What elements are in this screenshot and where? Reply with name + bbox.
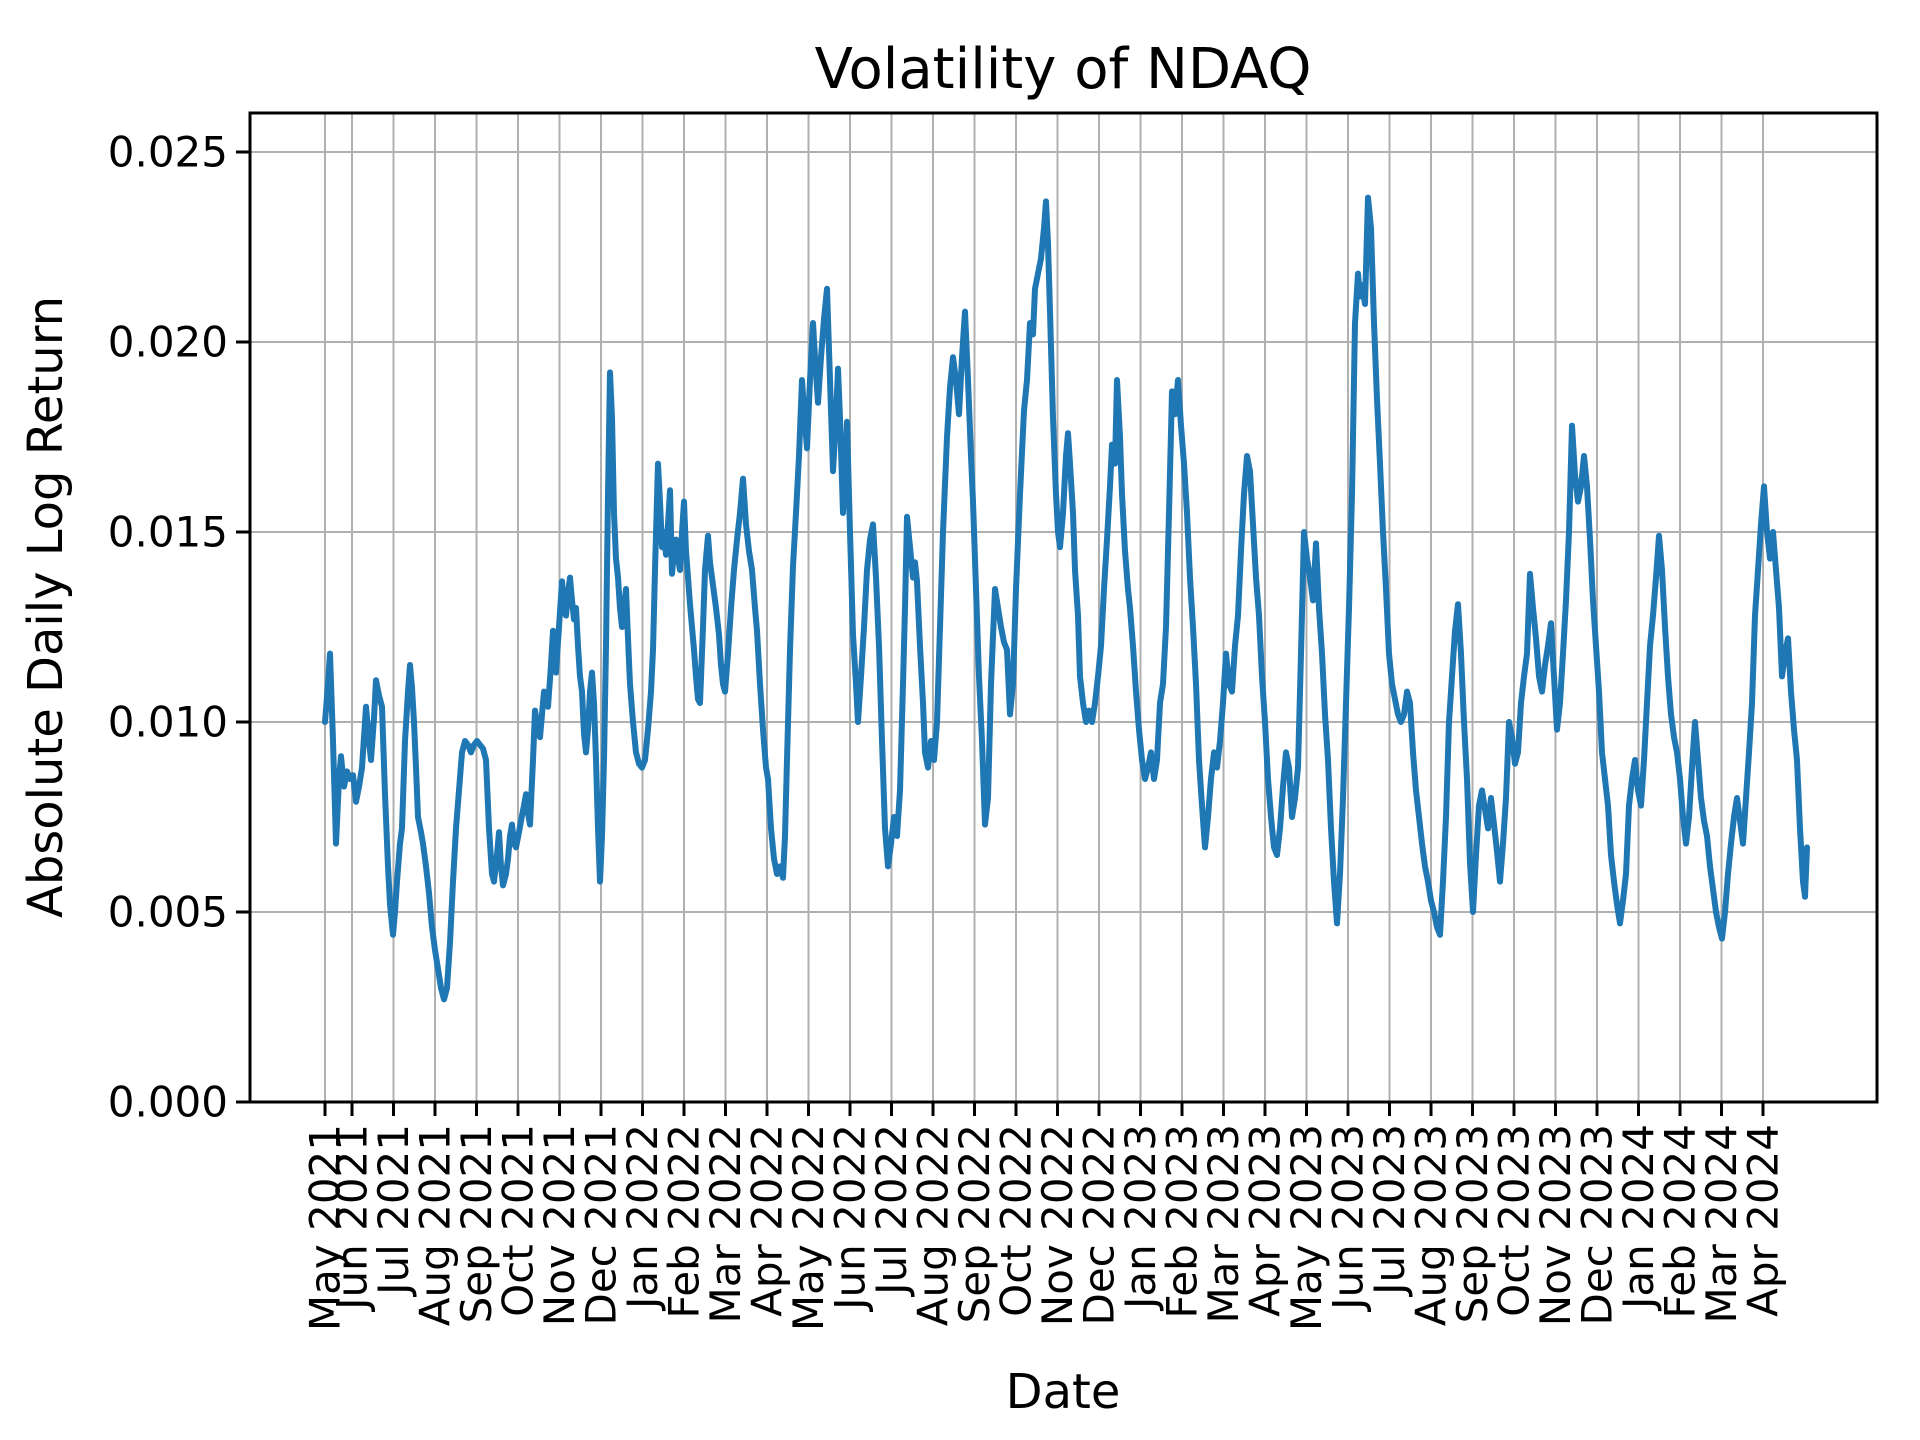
x-tick-label: Jun 2023 <box>1324 1124 1373 1313</box>
y-tick-label: 0.025 <box>108 128 228 177</box>
x-tick-label: Aug 2023 <box>1407 1124 1456 1326</box>
x-tick-label: Oct 2021 <box>494 1124 543 1317</box>
x-tick-label: Oct 2023 <box>1490 1124 1539 1317</box>
x-axis-label: Date <box>1006 1364 1121 1420</box>
y-tick-label: 0.020 <box>108 318 228 367</box>
tick-marks <box>236 150 1765 1116</box>
x-tick-label: Sep 2022 <box>950 1124 999 1323</box>
x-tick-label: Dec 2023 <box>1573 1124 1622 1326</box>
x-tick-label: Jan 2024 <box>1614 1124 1663 1312</box>
x-tick-label: Feb 2024 <box>1656 1124 1705 1319</box>
x-tick-label: Nov 2021 <box>535 1124 584 1326</box>
x-tick-label: Aug 2021 <box>411 1124 460 1326</box>
x-tick-label: Sep 2023 <box>1448 1124 1497 1323</box>
y-tick-label: 0.010 <box>108 698 228 747</box>
x-tick-label: Mar 2024 <box>1697 1124 1746 1323</box>
x-tick-label: May 2021 <box>301 1124 350 1331</box>
x-tick-label: Apr 2024 <box>1739 1124 1788 1317</box>
x-tick-label: Dec 2022 <box>1075 1124 1124 1326</box>
y-tick-label: 0.005 <box>108 888 228 937</box>
y-tick-label: 0.015 <box>108 508 228 557</box>
x-tick-label: Jan 2022 <box>618 1124 667 1312</box>
x-tick-label: Sep 2021 <box>452 1124 501 1323</box>
x-tick-label: Mar 2023 <box>1199 1124 1248 1323</box>
x-tick-label: Jan 2023 <box>1116 1124 1165 1312</box>
x-tick-label: Oct 2022 <box>992 1124 1041 1317</box>
y-tick-label: 0.000 <box>108 1078 228 1127</box>
series-lines <box>322 194 1810 1003</box>
plot-frame <box>248 111 1879 1104</box>
x-tick-label: Nov 2023 <box>1531 1124 1580 1326</box>
y-tick-labels: 0.000 0.005 0.010 0.015 0.020 0.025 <box>108 128 228 1127</box>
x-tick-label: Jul 2022 <box>867 1124 916 1298</box>
x-tick-label: Jul 2023 <box>1365 1124 1414 1298</box>
x-tick-label: Jun 2021 <box>328 1124 377 1313</box>
x-tick-label: May 2023 <box>1282 1124 1331 1331</box>
x-tick-label: Dec 2021 <box>577 1124 626 1326</box>
x-tick-label: Feb 2022 <box>660 1124 709 1319</box>
y-axis-label: Absolute Daily Log Return <box>18 296 74 918</box>
x-tick-label: Jul 2021 <box>369 1124 418 1298</box>
x-tick-label: Jun 2022 <box>826 1124 875 1313</box>
x-tick-label: Nov 2022 <box>1033 1124 1082 1326</box>
x-tick-label: Apr 2022 <box>743 1124 792 1317</box>
x-tick-label: Mar 2022 <box>701 1124 750 1323</box>
x-tick-label: Aug 2022 <box>909 1124 958 1326</box>
x-tick-label: Apr 2023 <box>1241 1124 1290 1317</box>
x-tick-label: Feb 2023 <box>1158 1124 1207 1319</box>
chart-title: Volatility of NDAQ <box>815 37 1312 102</box>
volatility-line <box>322 194 1810 1003</box>
x-tick-label: May 2022 <box>784 1124 833 1331</box>
